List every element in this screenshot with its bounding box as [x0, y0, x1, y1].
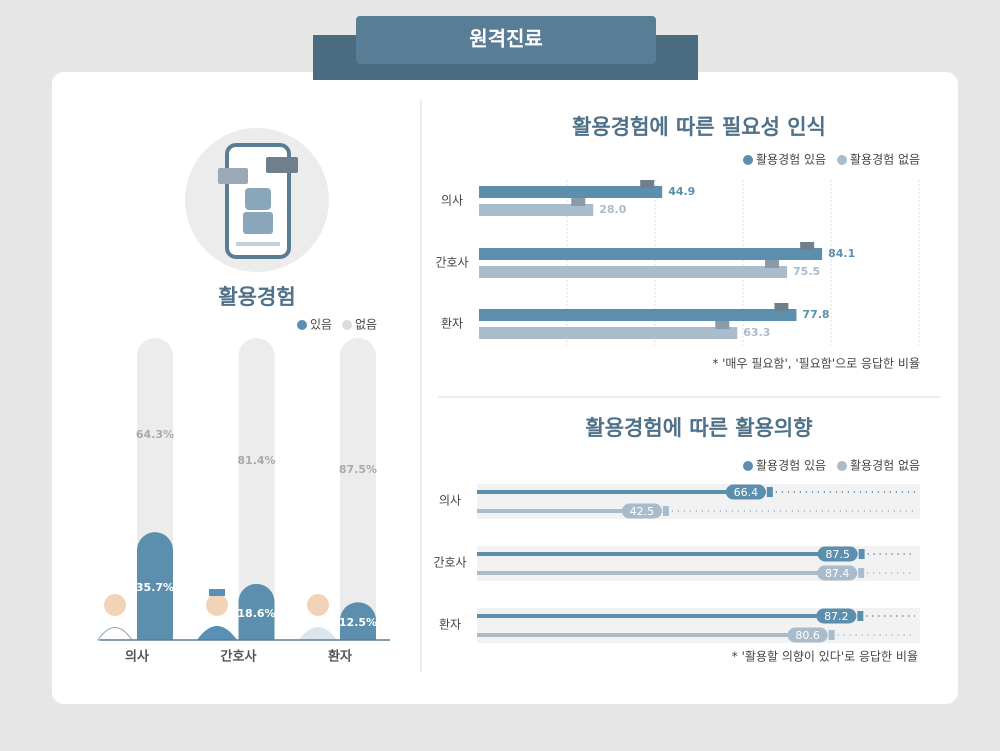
note: * '매우 필요함', '필요함'으로 응답한 비율	[712, 357, 920, 371]
bar	[477, 552, 858, 556]
pin-icon	[858, 568, 865, 578]
value-label: 87.4	[825, 567, 850, 580]
legend-dot	[837, 155, 847, 165]
legend-label: 활용경험 없음	[850, 459, 920, 473]
column-segment	[238, 583, 275, 640]
tab	[356, 16, 656, 64]
people	[97, 589, 337, 641]
value-label: 87.2	[824, 610, 849, 623]
value-pill	[725, 484, 766, 500]
bar	[479, 327, 738, 339]
value-label: 42.5	[630, 505, 655, 518]
chart-title: 활용경험에 따른 필요성 인식	[572, 115, 826, 139]
page-title: 원격진료	[469, 27, 543, 51]
value-label: 80.6	[795, 629, 820, 642]
column-segment	[340, 602, 376, 640]
legend-dot	[743, 461, 753, 471]
value-pill	[621, 503, 662, 519]
bar	[477, 614, 857, 618]
bar	[477, 490, 766, 494]
bar-icon	[640, 180, 655, 188]
column-segment	[238, 338, 275, 602]
bar-icon	[715, 321, 730, 329]
value-label: 44.9	[668, 185, 695, 198]
legend-dot	[342, 320, 352, 330]
bar-icon	[765, 260, 780, 268]
column-segment	[137, 338, 173, 551]
legend-label: 있음	[310, 318, 332, 332]
value-label: 66.4	[734, 486, 759, 499]
value-label: 84.1	[828, 247, 855, 260]
legend-label: 활용경험 있음	[756, 153, 826, 167]
chart-title: 활용경험에 따른 활용의향	[585, 416, 812, 440]
value-pill	[817, 565, 858, 581]
category-label: 간호사	[435, 256, 468, 270]
bar-icon	[571, 198, 586, 206]
bar-icon	[774, 303, 789, 311]
value-label: 35.7%	[136, 581, 174, 594]
value-label: 64.3%	[136, 428, 174, 441]
pin-icon	[857, 611, 864, 621]
bar	[479, 204, 594, 216]
value-label: 87.5%	[339, 463, 377, 476]
value-pill	[816, 608, 857, 624]
value-label: 81.4%	[237, 454, 275, 467]
category-label: 의사	[439, 494, 461, 508]
value-label: 63.3	[743, 326, 770, 339]
value-label: 87.5	[825, 548, 850, 561]
pin-icon	[662, 506, 669, 516]
column-segment	[340, 338, 376, 621]
bar	[479, 186, 663, 198]
bar	[479, 309, 797, 321]
bar-icon	[800, 242, 815, 250]
value-label: 12.5%	[339, 616, 377, 629]
value-label: 18.6%	[237, 607, 275, 620]
illustration	[185, 128, 329, 272]
bar	[479, 248, 823, 260]
legend-label: 활용경험 없음	[850, 153, 920, 167]
value-label: 28.0	[599, 203, 626, 216]
legend-label: 활용경험 있음	[756, 459, 826, 473]
legend-dot	[837, 461, 847, 471]
note: * '활용할 의향이 있다'로 응답한 비율	[732, 650, 918, 664]
category-label: 의사	[441, 194, 463, 208]
legend-dot	[743, 155, 753, 165]
category-label: 간호사	[221, 649, 257, 665]
legend-dot	[297, 320, 307, 330]
value-pill	[817, 546, 858, 562]
value-pill	[787, 627, 828, 643]
row-band	[477, 484, 920, 519]
value-label: 77.8	[802, 308, 829, 321]
bar	[477, 509, 662, 513]
category-label: 환자	[328, 649, 352, 665]
legend-label: 없음	[355, 318, 377, 332]
category-label: 환자	[441, 317, 463, 331]
column-segment	[137, 532, 173, 640]
bar	[477, 571, 858, 575]
pin-icon	[766, 487, 773, 497]
pin-icon	[858, 549, 865, 559]
bar	[479, 266, 788, 278]
bar	[477, 633, 828, 637]
value-label: 75.5	[793, 265, 820, 278]
category-label: 환자	[439, 618, 461, 632]
chart-title: 활용경험	[218, 285, 295, 309]
category-label: 의사	[125, 649, 149, 665]
category-label: 간호사	[433, 556, 466, 570]
pin-icon	[828, 630, 835, 640]
